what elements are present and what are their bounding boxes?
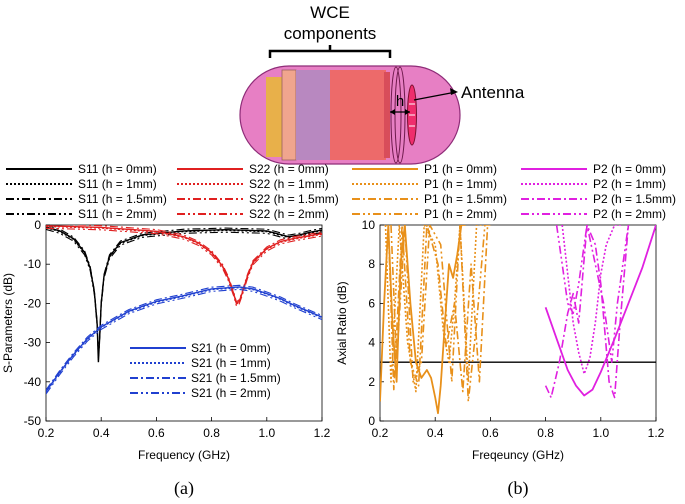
wce-diagram: WCE components h Antenna (239, 3, 525, 165)
chart-b: 0.2 0.4 0.6 0.8 1.0 1.2 0 2 4 6 8 10 Freqeuncy (GHz)… (335, 218, 665, 499)
legend-entry: S22 (h = 2mm) (249, 207, 329, 221)
chart-b-ytick-label: 2 (368, 375, 375, 389)
chart-b-xtick-label: 0.2 (372, 426, 389, 440)
chart-a-xtick-label: 1.0 (258, 426, 275, 440)
antenna-arrowhead (450, 88, 458, 95)
component-red-block (330, 70, 386, 160)
top-legend: S11 (h = 0mm)S11 (h = 1mm)S11 (h = 1.5mm… (6, 162, 676, 221)
inner-legend-entry: S21 (h = 0mm) (191, 341, 271, 355)
series-axial-4 (544, 225, 656, 397)
chart-a-xtick-label: 0.4 (93, 426, 110, 440)
chart-a-ytick-label: 0 (34, 218, 41, 232)
component-red-edge (384, 72, 390, 158)
legend-entry: P2 (h = 1mm) (593, 177, 666, 191)
chart-b-xtick-label: 1.0 (592, 426, 609, 440)
series-s11-1 (46, 227, 322, 361)
chart-a-ytick-label: -30 (24, 336, 42, 350)
legend-entry: S22 (h = 0mm) (249, 162, 329, 176)
chart-a: 0.2 0.4 0.6 0.8 1.0 1.2 0 -10 -20 -30 -40 -50 Freque… (1, 218, 331, 499)
chart-b-ytick-label: 6 (368, 296, 375, 310)
chart-b-ytick-label: 10 (362, 218, 376, 232)
inner-legend-entry: S21 (h = 2mm) (191, 386, 271, 400)
chart-b-xtick-label: 0.8 (537, 426, 554, 440)
chart-a-ytick-label: -40 (24, 375, 42, 389)
component-yellow (266, 77, 282, 157)
legend-entry: S11 (h = 1.5mm) (78, 192, 167, 206)
component-lilac (296, 70, 330, 160)
legend-entry: P2 (h = 1.5mm) (593, 192, 676, 206)
antenna-arrow (413, 91, 457, 101)
antenna-label: Antenna (461, 83, 525, 102)
component-peach (281, 69, 297, 161)
series-s21-1 (46, 287, 322, 393)
series-s22-3 (46, 227, 322, 307)
chart-a-xtick-label: 0.2 (38, 426, 55, 440)
chart-a-xtick-label: 0.6 (148, 426, 165, 440)
chart-b-ytick-label: 4 (368, 336, 375, 350)
wce-label: WCE (310, 3, 350, 22)
legend-entry: S11 (h = 1mm) (78, 177, 157, 191)
gap-ring-a (390, 66, 402, 164)
inner-legend-entry: S21 (h = 1.5mm) (191, 371, 281, 385)
legend-entry: P1 (h = 0mm) (424, 162, 497, 176)
series-axial-6 (544, 225, 630, 399)
legend-entry: S11 (h = 2mm) (78, 207, 157, 221)
chart-b-ytick-label: 8 (368, 257, 375, 271)
chart-a-xtick-label: 0.8 (203, 426, 220, 440)
legend-entry: P2 (h = 2mm) (593, 207, 666, 221)
legend-entry: S22 (h = 1mm) (249, 177, 329, 191)
chart-a-xlabel: Frequency (GHz) (138, 448, 230, 462)
chart-a-xtick-label: 1.2 (314, 426, 331, 440)
legend-entry: S11 (h = 0mm) (78, 162, 157, 176)
components-bracket (268, 45, 392, 58)
chart-b-xtick-label: 1.2 (648, 426, 665, 440)
series-s22-2 (58, 225, 322, 303)
chart-b-plot-area (379, 224, 657, 422)
chart-b-xtick-label: 0.6 (482, 426, 499, 440)
chart-a-ytick-label: -10 (24, 257, 42, 271)
chart-a-plot-area (45, 224, 323, 422)
legend-entry: P1 (h = 2mm) (424, 207, 497, 221)
legend-entry: P1 (h = 1mm) (424, 177, 497, 191)
chart-b-ytick-label: 0 (368, 414, 375, 428)
series-axial-7 (555, 225, 630, 364)
chart-b-xlabel: Freqeuncy (GHz) (472, 448, 564, 462)
legend-entry: P2 (h = 0mm) (593, 162, 666, 176)
inner-legend-entry: S21 (h = 1mm) (191, 356, 271, 370)
chart-b-panel-label: (b) (508, 478, 529, 499)
series-s22-1 (46, 226, 322, 306)
components-label: components (284, 24, 377, 43)
legend-entry: P1 (h = 1.5mm) (424, 192, 507, 206)
series-s21-2 (46, 284, 322, 391)
series-s22-0 (46, 225, 322, 305)
series-axial-2 (387, 225, 489, 393)
h-arrowhead-right (405, 109, 410, 115)
h-label: h (396, 93, 404, 110)
chart-b-xtick-label: 0.4 (427, 426, 444, 440)
series-axial-3 (390, 225, 491, 403)
chart-a-panel-label: (a) (174, 478, 194, 499)
h-arrowhead-left (390, 109, 395, 115)
series-s11-2 (46, 225, 322, 359)
series-axial-5 (561, 225, 623, 375)
chart-b-ylabel: Axial Ratio (dB) (335, 281, 349, 364)
chart-a-ytick-label: -20 (24, 296, 42, 310)
chart-a-ytick-label: -50 (24, 414, 42, 428)
legend-entry: S22 (h = 1.5mm) (249, 192, 339, 206)
series-s11-3 (46, 228, 322, 357)
chart-a-ylabel: S-Parameters (dB) (1, 273, 15, 373)
